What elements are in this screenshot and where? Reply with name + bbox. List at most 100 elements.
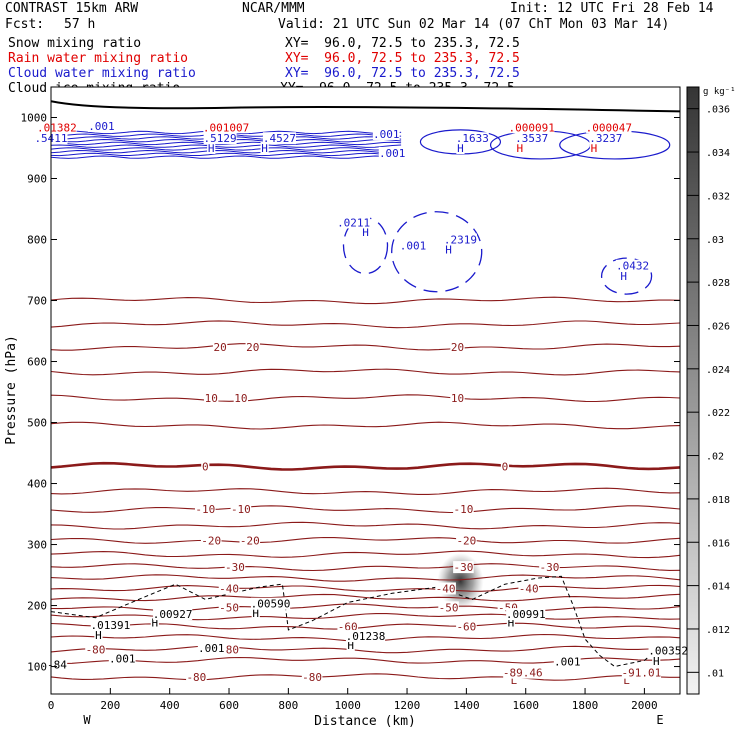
isotherm [51, 296, 680, 305]
label-background [506, 616, 515, 629]
contour-label: H [516, 142, 523, 155]
isotherm [51, 521, 680, 530]
label-background [515, 132, 549, 145]
cloud-water-contour [51, 147, 402, 151]
colorbar-tick-label: .034 [706, 148, 730, 159]
label-background [621, 666, 662, 679]
y-tick-label: 600 [27, 356, 47, 369]
field-name-cloud-water: Cloud water mixing ratio [8, 66, 196, 81]
colorbar-ticks: .036 .034 .032 .03 .028 .026 .024 .022 .02 .018 .0… [687, 105, 730, 679]
label-background [450, 392, 465, 405]
contour-label: -50 [439, 601, 459, 614]
contour-label: -50 [219, 601, 239, 614]
label-background [372, 127, 400, 140]
contour-label: -30 [540, 561, 560, 574]
contour-label: .1633 [456, 132, 489, 145]
isotherm [51, 461, 680, 471]
label-background [435, 582, 456, 595]
isotherm [51, 536, 680, 544]
label-background [262, 132, 296, 145]
colorbar-tick-label: .012 [706, 625, 730, 636]
contour-label: .00352 [648, 645, 688, 658]
colorbar-tick-label: .022 [706, 408, 730, 419]
label-background [337, 620, 358, 633]
label-background [361, 226, 370, 239]
contour-label: H [591, 142, 598, 155]
cloud-water-contour [51, 155, 402, 159]
label-background [153, 608, 193, 621]
label-background [37, 121, 77, 134]
isotherm [51, 487, 680, 495]
cloud-water-contour [51, 144, 402, 148]
isotherm [51, 505, 680, 514]
label-background [250, 597, 291, 610]
contour-label: .00590 [251, 598, 291, 611]
contour-label: H [208, 142, 215, 155]
colorbar-tick-label: .016 [706, 538, 730, 549]
label-background [224, 561, 246, 574]
contour-label: .001 [88, 120, 115, 133]
x-tick-label: 800 [278, 699, 298, 712]
forecast-label: Fcst: [5, 17, 45, 32]
x-tick-label: 200 [100, 699, 120, 712]
label-background [46, 658, 68, 671]
field-name-rain: Rain water mixing ratio [8, 51, 189, 66]
contour-label: -30 [453, 561, 473, 574]
label-background [444, 243, 453, 256]
contour-label: H [508, 617, 515, 630]
colorbar-tick-label: .02 [706, 452, 724, 463]
contour-label: H [95, 629, 102, 642]
colorbar-tick-label: .018 [706, 495, 730, 506]
y-tick-label: 100 [27, 661, 47, 674]
colorbar-unit: g kg⁻¹ [703, 87, 736, 97]
isotherm [51, 645, 680, 654]
field-xy-cloud-water: XY= 96.0, 72.5 to 235.3, 72.5 [285, 66, 520, 81]
label-background [150, 616, 159, 629]
label-background [453, 561, 474, 574]
label-background [337, 216, 371, 229]
x-tick-label: 1000 [334, 699, 361, 712]
label-background [218, 601, 240, 614]
x-tick-label: 1200 [394, 699, 421, 712]
label-background [399, 239, 427, 252]
contour-label: .3537 [515, 132, 548, 145]
contour-label: .2319 [444, 234, 477, 247]
y-tick-label: 200 [27, 600, 47, 613]
contour-label: -60 [338, 620, 358, 633]
contour-label: 10 [451, 392, 464, 405]
colorbar-tick-label: .028 [706, 278, 730, 289]
label-background [456, 620, 477, 633]
contour-label: 0 [502, 460, 509, 473]
contour-label: H [152, 617, 159, 630]
contour-label: -80 [86, 643, 106, 656]
label-background [207, 142, 216, 155]
label-background [438, 601, 459, 614]
label-background [260, 142, 269, 155]
x-tick-label: 2000 [631, 699, 658, 712]
init-time: Init: 12 UTC Fri 28 Feb 14 [510, 1, 714, 16]
contour-label: H [653, 655, 660, 668]
contour-label: H [457, 142, 464, 155]
label-background [616, 259, 650, 272]
isotherm [51, 550, 680, 559]
label-background [346, 639, 355, 652]
terrain-surface [51, 100, 680, 113]
x-tick-label: 600 [219, 699, 239, 712]
label-background [506, 608, 546, 621]
label-background [90, 619, 130, 632]
label-background [456, 142, 465, 155]
contour-label: 0 [202, 460, 209, 473]
cloud-water-contour [600, 257, 653, 295]
contour-label: -20 [240, 534, 260, 547]
colorbar-tick-label: .032 [706, 191, 730, 202]
y-tick-label: 700 [27, 295, 47, 308]
label-background [648, 644, 688, 657]
colorbar-tick-label: .026 [706, 321, 730, 332]
label-background [194, 503, 216, 516]
model-title: CONTRAST 15km ARW [5, 1, 139, 16]
label-background [301, 670, 323, 683]
contour-label: .001 [109, 653, 136, 666]
colorbar-tick-label: .01 [706, 668, 724, 679]
isotherm [51, 343, 680, 351]
